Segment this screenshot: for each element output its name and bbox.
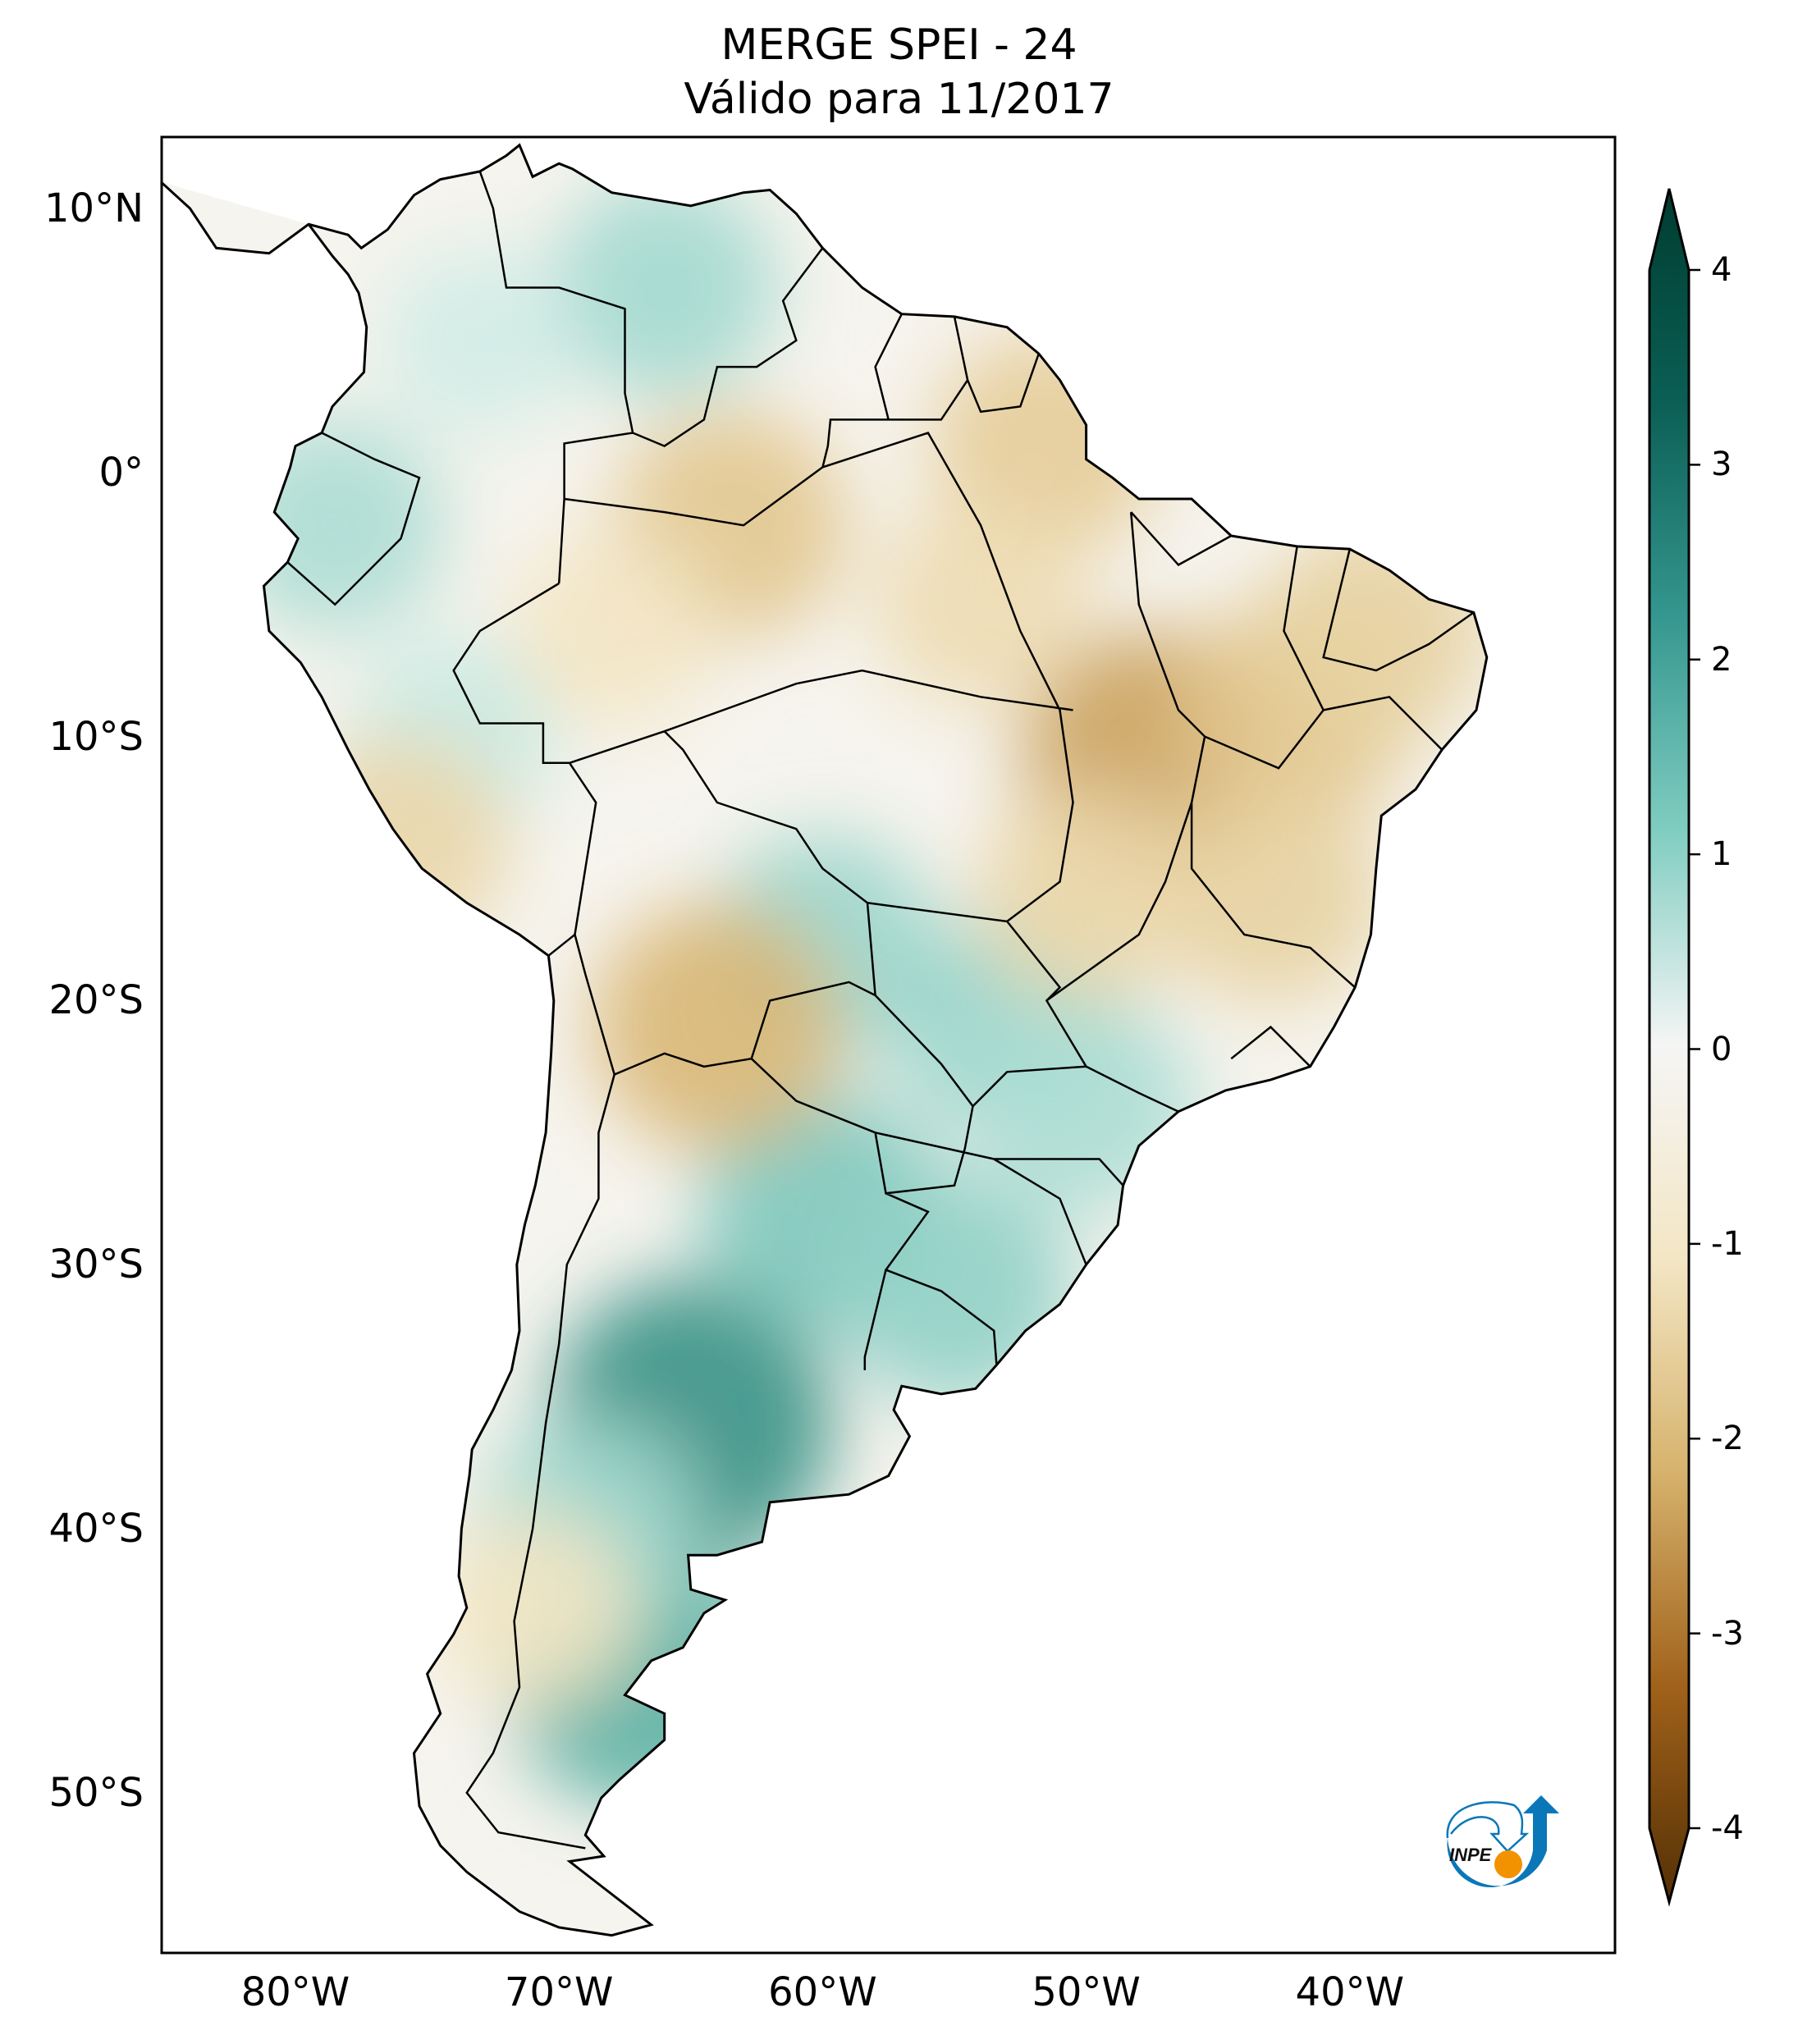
lon-tick-label: 80°W xyxy=(240,1969,350,2015)
lat-tick-label: 10°N xyxy=(44,185,144,231)
anomaly-region xyxy=(1263,520,1487,741)
anomaly-region xyxy=(1158,784,1384,1005)
colorbar-tick-label: 3 xyxy=(1711,446,1732,484)
colorbar-tick-label: -3 xyxy=(1711,1614,1744,1653)
anomaly-region xyxy=(225,418,446,633)
anomaly-region xyxy=(592,903,842,1152)
anomaly-region xyxy=(976,788,1196,1003)
colorbar-tick-label: 2 xyxy=(1711,640,1732,679)
colorbar-tick-label: 4 xyxy=(1711,251,1732,289)
colorbar-ticks xyxy=(1689,268,1700,1830)
coastline xyxy=(160,143,1489,1937)
lon-tick-label: 50°W xyxy=(1032,1969,1141,2015)
title-line-2: Válido para 11/2017 xyxy=(684,75,1114,124)
plot-frame xyxy=(160,135,1617,1955)
anomaly-region xyxy=(837,1175,1072,1407)
colorbar-tick-label: 1 xyxy=(1711,835,1732,874)
lat-tick-label: 30°S xyxy=(48,1241,144,1288)
lat-tick-label: 50°S xyxy=(48,1769,144,1816)
spei-field xyxy=(162,144,1487,1936)
anomaly-region xyxy=(873,500,1089,709)
anomaly-region xyxy=(382,247,578,433)
anomaly-region xyxy=(430,1509,636,1707)
lat-tick-label: 40°S xyxy=(48,1506,144,1552)
anomaly-region xyxy=(551,177,777,398)
country-borders xyxy=(286,171,1475,1850)
title-line-1: MERGE SPEI - 24 xyxy=(721,21,1077,70)
lon-tick-label: 60°W xyxy=(768,1969,877,2015)
lat-tick-label: 10°S xyxy=(48,713,144,760)
colorbar xyxy=(1648,188,1690,1907)
lon-tick-label: 40°W xyxy=(1295,1969,1405,2015)
inpe-logo: INPE xyxy=(1436,1789,1576,1900)
colorbar-tick-label: 0 xyxy=(1711,1030,1732,1068)
colorbar-tick-label: -4 xyxy=(1711,1809,1744,1847)
svg-text:INPE: INPE xyxy=(1449,1845,1493,1865)
anomaly-region xyxy=(509,532,715,729)
lat-tick-label: 0° xyxy=(98,449,144,496)
colorbar-tick-label: -1 xyxy=(1711,1224,1744,1263)
anomaly-region xyxy=(976,999,1196,1214)
lon-tick-label: 70°W xyxy=(504,1969,614,2015)
map-title: MERGE SPEI - 24 Válido para 11/2017 xyxy=(0,18,1798,126)
anomaly-region xyxy=(291,734,511,949)
lat-tick-label: 20°S xyxy=(48,977,144,1024)
colorbar-tick-label: -2 xyxy=(1711,1420,1744,1458)
